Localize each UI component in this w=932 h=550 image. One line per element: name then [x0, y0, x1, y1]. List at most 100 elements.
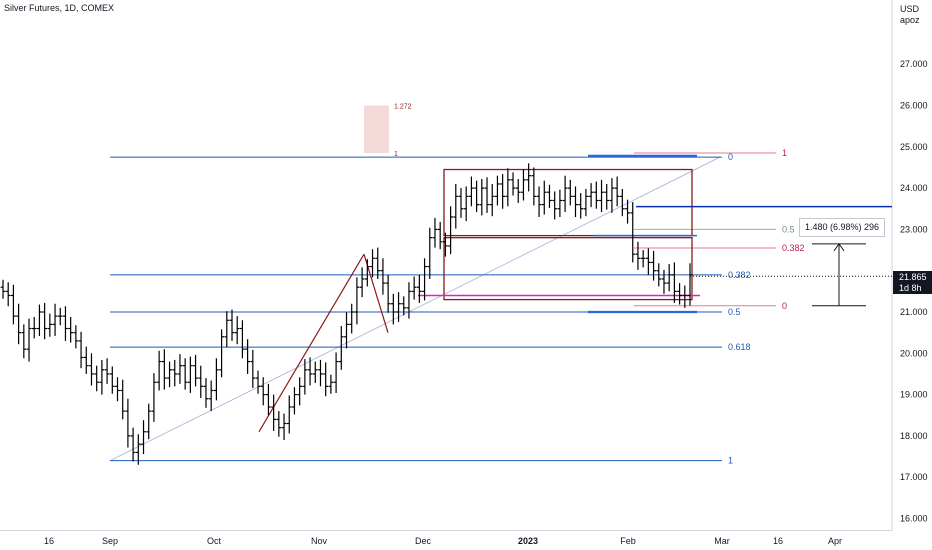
- price-bar: [333, 352, 339, 393]
- price-bar: [562, 175, 568, 213]
- price-bar: [198, 365, 204, 398]
- price-bar: [297, 377, 303, 406]
- price-bar: [619, 188, 625, 217]
- y-tick-label: 27.000: [900, 59, 928, 69]
- price-bar: [37, 304, 42, 336]
- fib-extension-box: [364, 105, 389, 153]
- price-bar: [292, 387, 297, 415]
- price-bar: [240, 320, 245, 359]
- price-bar: [385, 274, 391, 313]
- x-tick-label: Oct: [207, 536, 222, 546]
- price-bar: [245, 339, 251, 374]
- price-bar: [645, 248, 651, 275]
- price-bar: [271, 394, 277, 431]
- x-tick-label: Nov: [311, 536, 328, 546]
- price-bar: [583, 188, 589, 217]
- price-bar: [219, 329, 224, 378]
- price-bar: [63, 306, 68, 341]
- fib-extension-level-label: 1: [394, 151, 398, 158]
- bar-countdown: 1d 8h: [899, 283, 922, 293]
- fib-right-level-label: 1: [782, 148, 787, 158]
- price-bar: [625, 199, 630, 224]
- price-bar: [182, 358, 188, 390]
- price-bar: [73, 325, 79, 349]
- range-box-lower: [443, 237, 693, 301]
- price-bar: [208, 380, 214, 412]
- price-bar: [135, 434, 141, 465]
- price-bar: [609, 178, 615, 213]
- price-bar: [354, 277, 360, 325]
- price-bar: [104, 358, 110, 384]
- price-bar: [307, 357, 313, 386]
- price-bar: [510, 172, 516, 196]
- price-bar: [463, 186, 469, 222]
- price-bar: [380, 258, 386, 295]
- current-price-value: 21.865: [899, 272, 927, 282]
- price-bar: [255, 370, 261, 394]
- price-bar: [338, 326, 344, 370]
- price-bar: [146, 403, 152, 440]
- price-bar: [526, 163, 532, 192]
- fib-level-label: 1: [728, 456, 733, 466]
- fib-level-label: 0: [728, 152, 733, 162]
- price-bar: [448, 206, 453, 255]
- price-bar: [547, 184, 552, 208]
- price-bar: [630, 202, 636, 263]
- trendline: [109, 156, 721, 462]
- price-unit-measure: apoz: [900, 15, 920, 25]
- price-bar: [234, 316, 240, 345]
- y-tick-label: 18.000: [900, 431, 928, 441]
- price-bar: [203, 378, 209, 408]
- y-tick-label: 26.000: [900, 101, 928, 111]
- price-bar: [682, 285, 688, 308]
- price-bar: [349, 303, 355, 334]
- zigzag-line: [258, 253, 365, 433]
- price-bar: [359, 267, 365, 298]
- price-bar: [396, 292, 401, 322]
- price-bar: [495, 175, 500, 206]
- fib-right-level-label: 0: [782, 301, 787, 311]
- price-bar: [130, 427, 136, 462]
- chart-title: Silver Futures, 1D, COMEX: [4, 3, 115, 13]
- price-bar: [115, 377, 120, 402]
- price-bar: [573, 186, 578, 218]
- price-bar: [312, 361, 318, 384]
- price-bar: [94, 365, 100, 392]
- price-unit: USD apoz: [900, 4, 920, 26]
- price-bar: [593, 181, 599, 209]
- price-bar: [57, 307, 63, 326]
- x-tick-label: Sep: [102, 536, 118, 546]
- price-bar: [552, 191, 558, 220]
- price-bar: [109, 366, 115, 394]
- price-bar: [651, 250, 656, 281]
- x-tick-label: Dec: [415, 536, 432, 546]
- price-bar: [661, 269, 667, 294]
- y-tick-label: 21.000: [900, 307, 928, 317]
- fib-right-level-label: 0.5: [782, 224, 795, 234]
- price-bar: [177, 354, 183, 384]
- price-bar: [484, 177, 490, 213]
- price-bar: [458, 188, 464, 218]
- current-price-label: 21.865 1d 8h: [893, 271, 932, 294]
- price-bar: [266, 383, 271, 416]
- price-bar: [500, 174, 506, 209]
- price-bar: [422, 258, 427, 301]
- price-bar: [479, 179, 485, 216]
- price-bar: [213, 358, 219, 401]
- ohlc-bars: [0, 163, 693, 465]
- zigzag-line: [363, 254, 389, 333]
- price-bar: [599, 179, 604, 213]
- measure-arrowhead: [833, 242, 845, 252]
- price-bar: [666, 264, 672, 292]
- fib-level-label: 0.382: [728, 270, 751, 280]
- price-bar: [323, 362, 329, 397]
- price-bar: [687, 263, 693, 306]
- fib-level-label: 0.618: [728, 342, 751, 352]
- price-bar: [0, 279, 6, 299]
- price-bar: [536, 186, 542, 218]
- price-bar: [411, 276, 417, 300]
- range-box-upper: [443, 168, 693, 237]
- price-bar: [557, 189, 563, 218]
- price-unit-currency: USD: [900, 4, 920, 14]
